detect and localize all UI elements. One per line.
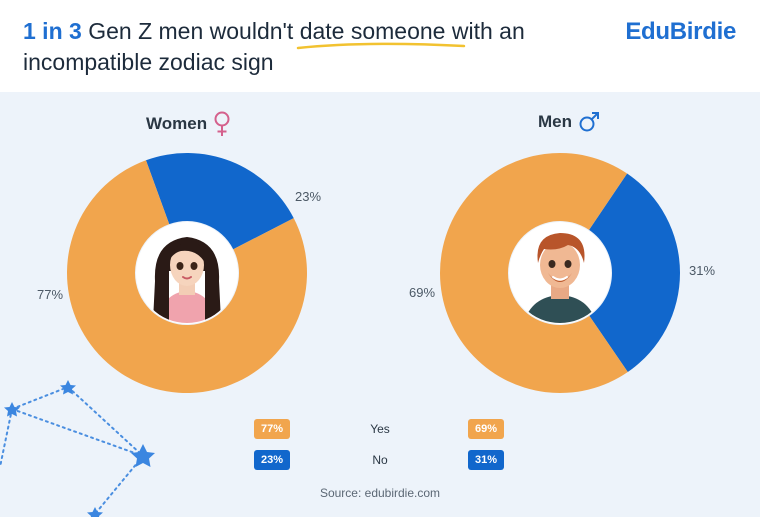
women-slice-yes bbox=[66, 160, 307, 393]
title-part-2: with an bbox=[451, 18, 525, 44]
legend-men-no-badge: 31% bbox=[468, 450, 504, 470]
star-icon bbox=[4, 402, 20, 417]
star-icon bbox=[131, 444, 155, 467]
men-title-text: Men bbox=[538, 112, 572, 131]
page-title: 1 in 3 Gen Z men wouldn't date someone w… bbox=[23, 16, 583, 78]
title-highlight: 1 in 3 bbox=[23, 18, 82, 44]
male-symbol-icon bbox=[579, 112, 599, 132]
star-icon bbox=[87, 507, 103, 517]
edubirdie-logo[interactable]: EduBirdie bbox=[625, 18, 736, 45]
women-chart-title: Women bbox=[146, 111, 231, 137]
underline-swoosh bbox=[296, 42, 465, 50]
women-title-text: Women bbox=[146, 114, 208, 133]
women-no-label: 23% bbox=[295, 189, 322, 204]
header: 1 in 3 Gen Z men wouldn't date someone w… bbox=[0, 0, 760, 92]
legend-women-no-badge: 23% bbox=[254, 450, 290, 470]
men-chart-title: Men bbox=[538, 111, 600, 133]
title-underlined-text: date someone bbox=[299, 18, 446, 44]
title-underlined: date someone bbox=[296, 18, 465, 50]
women-slice-no bbox=[145, 153, 294, 250]
title-line-2: incompatible zodiac sign bbox=[23, 49, 274, 75]
men-no-label: 31% bbox=[689, 263, 716, 278]
source-note: Source: edubirdie.com bbox=[319, 486, 441, 500]
female-symbol-icon bbox=[214, 111, 230, 136]
star-icon bbox=[60, 380, 76, 395]
woman-avatar-icon bbox=[136, 222, 238, 324]
men-slice-no bbox=[589, 173, 680, 373]
man-avatar-icon bbox=[509, 222, 611, 324]
constellation-decoration bbox=[0, 380, 155, 517]
legend-men-yes-badge: 69% bbox=[468, 419, 504, 439]
legend-women-yes-badge: 77% bbox=[254, 419, 290, 439]
women-yes-label: 77% bbox=[37, 287, 64, 302]
legend-yes-label: Yes bbox=[370, 422, 390, 436]
legend-no-label: No bbox=[372, 453, 388, 467]
title-part-1: Gen Z men wouldn't bbox=[88, 18, 294, 44]
men-slice-yes bbox=[439, 152, 628, 393]
men-yes-label: 69% bbox=[409, 285, 436, 300]
